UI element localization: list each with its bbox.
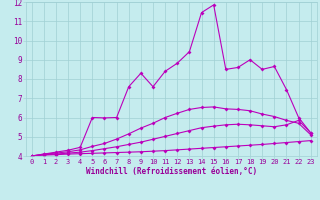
X-axis label: Windchill (Refroidissement éolien,°C): Windchill (Refroidissement éolien,°C) <box>86 167 257 176</box>
